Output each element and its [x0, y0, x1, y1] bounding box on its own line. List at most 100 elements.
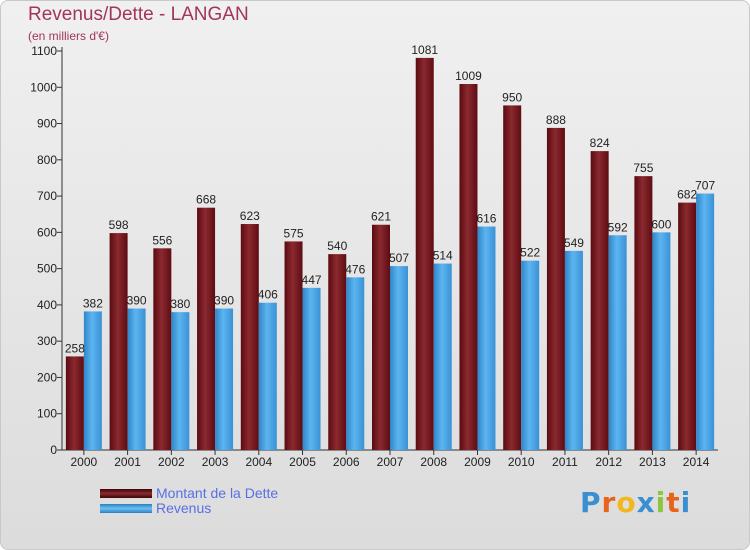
value-label-debt: 682	[677, 188, 697, 202]
y-tick-label: 700	[37, 189, 57, 203]
value-label-revenue: 616	[476, 212, 496, 226]
value-label-revenue: 390	[214, 294, 234, 308]
bar-debt	[590, 151, 609, 450]
bar-debt	[503, 105, 522, 450]
value-label-debt: 824	[590, 136, 610, 150]
chart-subtitle: (en milliers d'€)	[28, 29, 109, 43]
value-label-debt: 755	[633, 161, 653, 175]
value-label-revenue: 390	[127, 294, 147, 308]
x-tick-label: 2008	[420, 455, 447, 469]
y-tick-label: 800	[37, 153, 57, 167]
y-tick-label: 400	[37, 298, 57, 312]
chart-title: Revenus/Dette - LANGAN	[28, 4, 249, 25]
y-tick-label: 300	[37, 334, 57, 348]
bar-revenue	[433, 263, 452, 450]
bar-debt	[240, 224, 259, 450]
bar-revenue	[390, 266, 408, 450]
value-label-revenue: 447	[302, 273, 322, 287]
bar-revenue	[171, 312, 190, 450]
value-label-revenue: 476	[345, 262, 365, 276]
legend-swatch-revenue	[100, 504, 152, 513]
x-tick-label: 2006	[333, 455, 360, 469]
bar-debt	[153, 248, 172, 450]
value-label-revenue: 514	[433, 249, 453, 263]
value-label-debt: 1081	[411, 43, 438, 57]
value-label-revenue: 592	[608, 220, 628, 234]
bar-revenue	[608, 235, 627, 450]
bar-revenue	[521, 260, 540, 450]
x-tick-label: 2002	[158, 455, 185, 469]
value-label-revenue: 380	[170, 297, 190, 311]
chart-value-labels: 258 382 598 390 556 380 668 390 623 406 575 447 540 4…	[65, 43, 716, 356]
proxiti-logo: Proxiti	[580, 486, 691, 519]
x-tick-label: 2011	[552, 455, 578, 469]
legend-swatch-debt	[100, 489, 152, 498]
bar-revenue	[83, 311, 102, 450]
x-tick-label: 2005	[289, 455, 316, 469]
value-label-debt: 623	[240, 209, 260, 223]
bar-revenue	[127, 308, 146, 450]
y-tick-label: 900	[37, 117, 57, 131]
x-tick-label: 2012	[595, 455, 622, 469]
bar-revenue	[302, 287, 321, 450]
bar-debt	[459, 84, 478, 450]
value-label-revenue: 522	[520, 246, 540, 260]
chart-legend: Montant de la Dette Revenus	[100, 485, 420, 516]
bar-debt	[197, 207, 216, 450]
value-label-debt: 621	[371, 210, 391, 224]
bar-chart: 0 100 200 300 400 500 600 700 800 900 1000 1100 2000…	[30, 43, 718, 469]
legend-item-revenue: Revenus	[100, 500, 420, 516]
chart-axes: 0 100 200 300 400 500 600 700 800 900 1000 1100 2000…	[30, 44, 718, 469]
value-label-revenue: 707	[695, 179, 715, 193]
bar-revenue	[346, 277, 365, 450]
x-tick-label: 2010	[508, 455, 535, 469]
value-label-debt: 1009	[455, 69, 482, 83]
logo-letter: i	[655, 486, 667, 519]
value-label-debt: 950	[502, 90, 522, 104]
bar-revenue	[258, 302, 277, 450]
bar-debt	[678, 202, 697, 450]
value-label-revenue: 549	[564, 236, 584, 250]
y-tick-label: 200	[37, 370, 57, 384]
x-tick-label: 2004	[245, 455, 272, 469]
bar-debt	[372, 224, 390, 450]
value-label-debt: 888	[546, 113, 566, 127]
logo-letter: t	[666, 486, 681, 519]
value-label-debt: 598	[109, 218, 129, 232]
x-tick-label: 2014	[683, 455, 710, 469]
x-tick-label: 2013	[639, 455, 666, 469]
bar-revenue	[652, 232, 671, 450]
bar-debt	[109, 233, 128, 450]
value-label-revenue: 406	[258, 288, 278, 302]
value-label-debt: 575	[284, 226, 304, 240]
bar-revenue	[696, 193, 715, 450]
bar-debt	[328, 254, 347, 450]
bar-debt	[546, 127, 565, 450]
value-label-debt: 668	[196, 193, 216, 207]
y-tick-label: 1100	[31, 44, 57, 58]
bar-revenue	[215, 308, 234, 450]
y-tick-label: 0	[50, 443, 57, 457]
y-tick-label: 500	[37, 262, 57, 276]
x-tick-label: 2007	[377, 455, 404, 469]
value-label-debt: 540	[327, 239, 347, 253]
legend-label-debt: Montant de la Dette	[156, 485, 279, 501]
bar-debt	[415, 57, 434, 451]
y-tick-label: 600	[37, 225, 57, 239]
x-tick-label: 2000	[71, 455, 98, 469]
x-tick-label: 2003	[202, 455, 229, 469]
logo-letter: P	[580, 486, 602, 519]
bar-debt	[284, 241, 303, 450]
value-label-revenue: 507	[389, 251, 409, 265]
bar-debt	[634, 176, 653, 450]
value-label-debt: 556	[152, 233, 172, 247]
logo-letter: r	[601, 486, 617, 519]
y-tick-label: 1000	[30, 80, 57, 94]
bar-revenue	[477, 226, 496, 450]
x-tick-label: 2009	[464, 455, 491, 469]
value-label-revenue: 382	[83, 296, 103, 310]
value-label-revenue: 600	[651, 217, 671, 231]
bar-revenue	[564, 250, 583, 450]
logo-letter: i	[680, 486, 692, 519]
chart-bars	[65, 57, 715, 451]
